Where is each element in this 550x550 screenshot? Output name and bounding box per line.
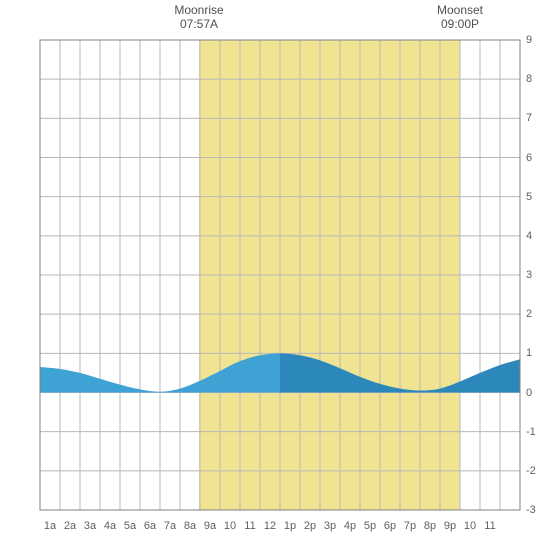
- x-tick-label: 2a: [64, 520, 76, 532]
- x-tick-label: 6a: [144, 520, 156, 532]
- y-tick-label: 7: [526, 112, 532, 124]
- y-tick-label: -3: [526, 504, 536, 516]
- moonrise-label-time: 07:57A: [174, 17, 223, 31]
- x-tick-label: 6p: [384, 520, 396, 532]
- x-tick-label: 1a: [44, 520, 56, 532]
- x-tick-label: 7a: [164, 520, 176, 532]
- y-tick-label: 0: [526, 387, 532, 399]
- moonrise-label: Moonrise07:57A: [174, 3, 223, 32]
- moonset-label: Moonset09:00P: [437, 3, 483, 32]
- x-tick-label: 4a: [104, 520, 116, 532]
- chart-svg: [0, 0, 550, 550]
- y-tick-label: 9: [526, 34, 532, 46]
- moonrise-label-title: Moonrise: [174, 3, 223, 17]
- x-tick-label: 7p: [404, 520, 416, 532]
- x-tick-label: 3a: [84, 520, 96, 532]
- x-tick-label: 5p: [364, 520, 376, 532]
- x-tick-label: 8p: [424, 520, 436, 532]
- y-tick-label: 1: [526, 347, 532, 359]
- x-tick-label: 10: [464, 520, 476, 532]
- y-tick-label: 4: [526, 230, 532, 242]
- x-tick-label: 2p: [304, 520, 316, 532]
- x-tick-label: 1p: [284, 520, 296, 532]
- tide-chart: Moonrise07:57A Moonset09:00P 1a 2a 3a 4a 5a 6a 7…: [0, 0, 550, 550]
- y-tick-label: 3: [526, 269, 532, 281]
- moonset-label-time: 09:00P: [437, 17, 483, 31]
- y-tick-label: 5: [526, 191, 532, 203]
- y-tick-label: 8: [526, 73, 532, 85]
- x-tick-label: 12: [264, 520, 276, 532]
- moonset-label-title: Moonset: [437, 3, 483, 17]
- x-tick-label: 3p: [324, 520, 336, 532]
- x-tick-label: 9a: [204, 520, 216, 532]
- x-tick-label: 5a: [124, 520, 136, 532]
- y-tick-label: -2: [526, 465, 536, 477]
- y-tick-label: -1: [526, 426, 536, 438]
- x-tick-label: 10: [224, 520, 236, 532]
- x-tick-label: 8a: [184, 520, 196, 532]
- x-tick-label: 9p: [444, 520, 456, 532]
- y-tick-label: 2: [526, 308, 532, 320]
- x-tick-label: 11: [484, 520, 495, 532]
- x-tick-label: 11: [244, 520, 255, 532]
- x-tick-label: 4p: [344, 520, 356, 532]
- y-tick-label: 6: [526, 152, 532, 164]
